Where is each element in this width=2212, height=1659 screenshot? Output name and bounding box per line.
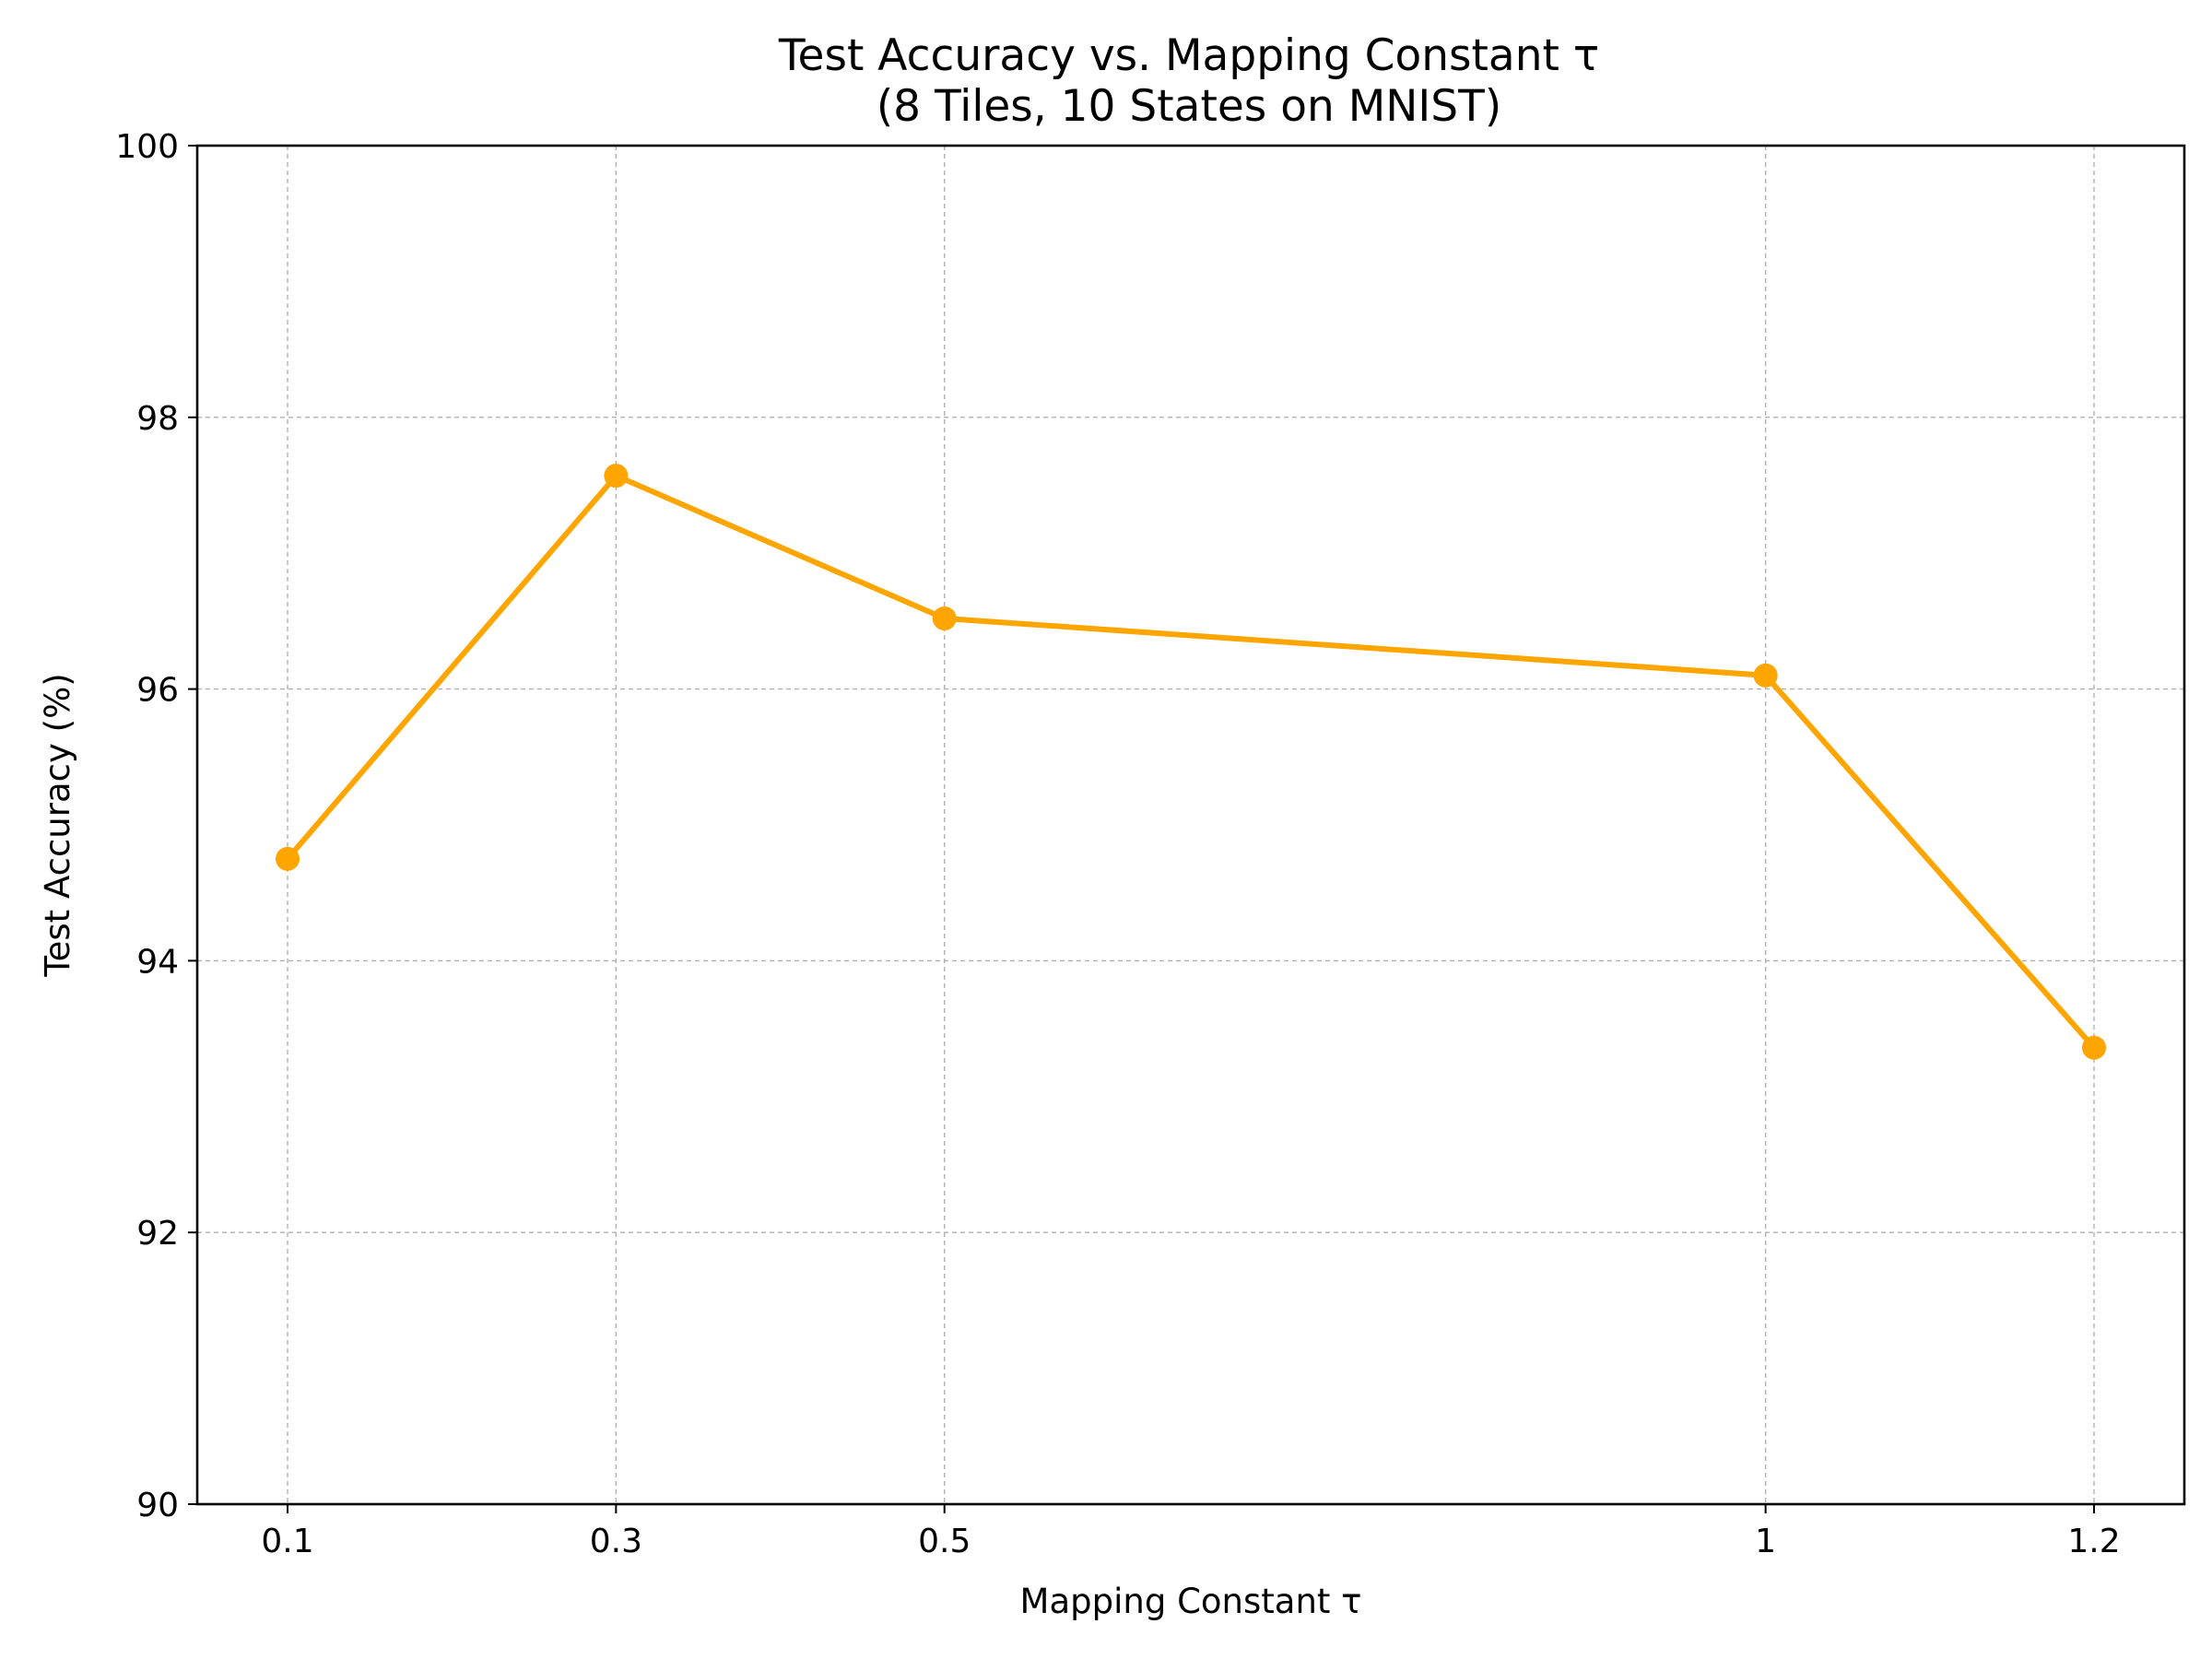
y-tick-label: 100: [115, 128, 179, 166]
chart-title: Test Accuracy vs. Mapping Constant τ: [778, 30, 1599, 81]
y-tick-label: 96: [136, 672, 179, 710]
x-tick-label: 1: [1755, 1523, 1776, 1560]
data-point: [2082, 1035, 2106, 1060]
x-tick-label: 0.5: [918, 1523, 971, 1560]
x-tick-label: 0.1: [261, 1523, 313, 1560]
y-tick-label: 94: [136, 943, 179, 981]
plot-frame: [195, 144, 2186, 1506]
gridlines: [197, 146, 2184, 1504]
y-tick-label: 92: [136, 1215, 179, 1253]
axis-ticks: 0.1 0.3 0.5 1 1.2 90 92 94 96 98 100: [115, 128, 2120, 1560]
chart-subtitle: (8 Tiles, 10 States on MNIST): [877, 81, 1501, 132]
x-tick-label: 0.3: [590, 1523, 642, 1560]
y-axis-label: Test Accuracy (%): [38, 673, 77, 977]
x-tick-label: 1.2: [2067, 1523, 2120, 1560]
data-point: [932, 606, 957, 630]
data-point: [604, 464, 629, 488]
x-axis-label: Mapping Constant τ: [1020, 1582, 1362, 1621]
data-point: [276, 846, 300, 871]
y-tick-label: 98: [136, 400, 179, 438]
data-series: [276, 464, 2106, 1060]
y-tick-label: 90: [136, 1487, 179, 1524]
data-point: [1753, 663, 1778, 688]
